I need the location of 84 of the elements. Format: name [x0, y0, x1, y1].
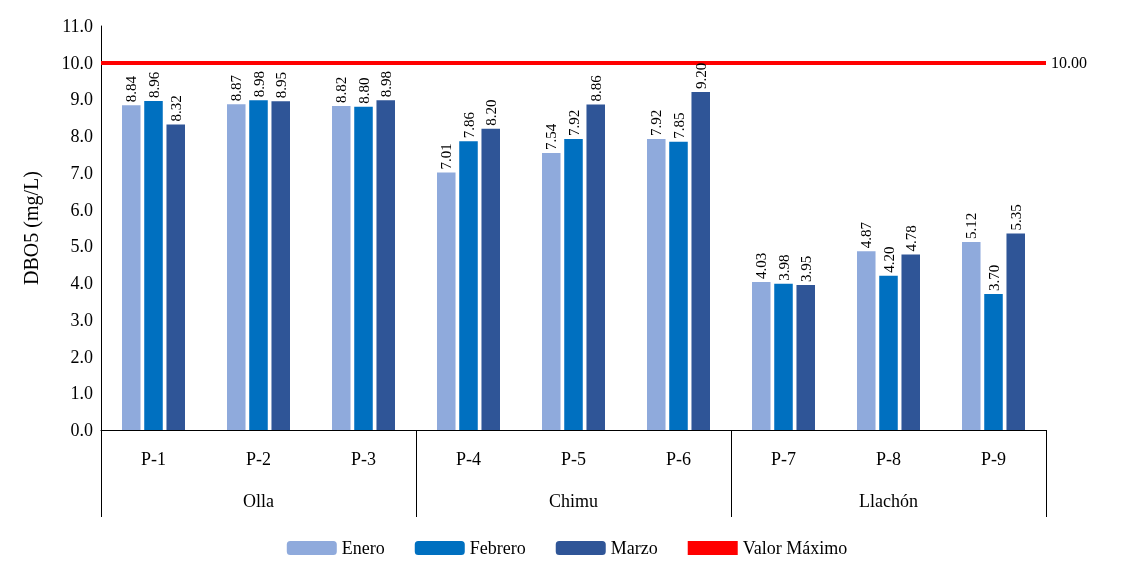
- bar: [1006, 233, 1025, 430]
- x-tick-label: P-1: [140, 449, 167, 469]
- y-tick-label: 0.0: [70, 420, 93, 440]
- text: Llachón: [859, 491, 918, 511]
- data-label: 8.86: [587, 74, 604, 102]
- y-tick-label: 8.0: [70, 126, 93, 147]
- data-label: 8.32: [167, 95, 184, 122]
- data-label: 4.20: [880, 246, 897, 273]
- y-tick-label: 2.0: [70, 346, 93, 367]
- bar: [227, 104, 246, 430]
- data-label: 8.84: [123, 75, 140, 103]
- bar: [249, 100, 268, 430]
- data-label: 7.85: [670, 112, 687, 139]
- x-tick-label: P-3: [350, 449, 377, 469]
- data-label: 3.70: [985, 264, 1002, 292]
- y-tick-label: 5.0: [70, 236, 93, 257]
- data-label: 5.12: [963, 212, 980, 239]
- bar: [984, 294, 1003, 430]
- y-tick-label: 3.0: [70, 309, 93, 330]
- y-axis-title: DBO5 (mg/L): [20, 171, 43, 285]
- bar: [122, 105, 141, 430]
- text: Olla: [243, 491, 274, 511]
- bar: [774, 283, 793, 430]
- bar: [564, 139, 583, 430]
- bar: [857, 251, 876, 430]
- data-label: 4.03: [753, 252, 770, 279]
- data-label: 8.87: [228, 74, 245, 102]
- bar: [376, 100, 395, 430]
- bar: [586, 104, 605, 430]
- y-tick-label: 7.0: [70, 162, 93, 183]
- data-label: 7.86: [460, 111, 477, 139]
- legend-label: Valor Máximo: [742, 538, 848, 558]
- bar: [144, 100, 163, 430]
- data-label: 7.92: [565, 109, 582, 137]
- legend-label: Enero: [341, 538, 385, 558]
- x-tick-label: P-7: [770, 449, 797, 469]
- bar: [796, 284, 815, 430]
- y-tick-label: 10.0: [61, 52, 93, 73]
- bar: [879, 275, 898, 430]
- x-tick-label: P-6: [665, 449, 692, 469]
- data-label: 8.96: [145, 71, 162, 98]
- data-label: 7.54: [543, 123, 560, 151]
- y-tick-label: 4.0: [70, 273, 93, 294]
- data-label: 8.20: [482, 99, 499, 126]
- data-label: 7.01: [438, 143, 455, 170]
- data-label: 8.98: [250, 70, 267, 98]
- x-tick-label: P-9: [980, 449, 1007, 469]
- x-tick-label: P-8: [875, 449, 902, 469]
- bar: [437, 172, 456, 430]
- x-tick-label: P-4: [455, 449, 482, 469]
- bar: [752, 281, 771, 430]
- bar: [691, 92, 710, 430]
- text: Chimu: [548, 491, 599, 511]
- y-tick-label: 11.0: [62, 16, 93, 36]
- data-label: 5.35: [1007, 204, 1024, 231]
- data-label: 8.80: [355, 77, 372, 104]
- data-label: 4.78: [902, 225, 919, 252]
- bar: [647, 139, 666, 430]
- bar: [332, 106, 351, 430]
- data-label: 3.95: [797, 255, 814, 282]
- bar: [271, 101, 290, 430]
- y-tick-label: 6.0: [70, 199, 93, 220]
- data-label: 9.20: [692, 62, 709, 90]
- legend-label: Febrero: [469, 538, 526, 558]
- legend-label: Marzo: [610, 538, 658, 558]
- data-label: 4.87: [858, 221, 875, 249]
- y-tick-label: 1.0: [70, 383, 93, 404]
- data-label: 8.95: [272, 72, 289, 99]
- bar: [542, 153, 561, 430]
- data-label: 8.98: [377, 70, 394, 98]
- data-label: 7.92: [648, 109, 665, 137]
- bar: [901, 254, 920, 430]
- bar: [669, 141, 688, 430]
- bar: [481, 128, 500, 430]
- bar: [459, 141, 478, 430]
- data-label: 3.98: [775, 254, 792, 281]
- bar: [962, 241, 981, 430]
- y-tick-label: 9.0: [70, 89, 93, 110]
- x-tick-label: P-2: [245, 449, 272, 469]
- bar: [166, 124, 185, 430]
- text: 10.00: [1051, 54, 1087, 72]
- x-tick-label: P-5: [560, 449, 587, 469]
- bar: [354, 106, 373, 430]
- data-label: 8.82: [333, 76, 350, 104]
